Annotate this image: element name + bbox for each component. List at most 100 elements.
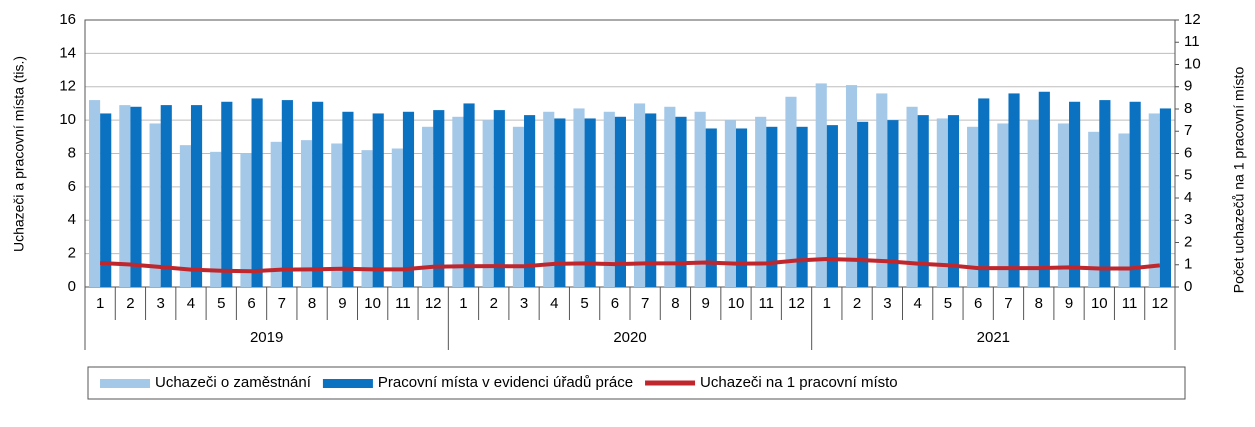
y-tick-label: 6: [68, 178, 76, 195]
y2-tick-label: 0: [1184, 278, 1192, 295]
y2-tick-label: 11: [1184, 33, 1200, 50]
bar: [1008, 93, 1020, 287]
bar: [887, 120, 899, 287]
bar: [512, 126, 525, 287]
x-tick-label: 4: [913, 295, 921, 312]
bar: [493, 110, 505, 287]
y-tick-label: 10: [59, 111, 76, 128]
bar: [270, 141, 282, 287]
bar: [1118, 133, 1130, 287]
y2-tick-label: 1: [1184, 256, 1192, 273]
bar: [997, 123, 1009, 288]
line: [100, 256, 1161, 274]
y2-tick-label: 6: [1184, 144, 1192, 161]
bar: [89, 100, 101, 287]
x-tick-label: 4: [187, 295, 195, 312]
x-tick-label: 6: [247, 295, 255, 312]
x-tick-label: 6: [611, 295, 619, 312]
y-tick-label: 8: [68, 144, 76, 161]
bar: [573, 108, 585, 287]
bar: [391, 148, 403, 287]
x-tick-label: 6: [974, 295, 982, 312]
bar: [1129, 101, 1141, 287]
bar: [826, 125, 838, 287]
x-tick-label: 4: [550, 295, 558, 312]
bar: [796, 126, 808, 287]
bar: [815, 83, 827, 287]
bar: [463, 103, 475, 287]
x-tick-label: 5: [217, 295, 225, 312]
bar: [705, 128, 717, 287]
bar: [402, 111, 415, 287]
x-tick-label: 12: [1152, 295, 1169, 312]
bar: [1088, 131, 1100, 287]
y2-axis-label: Počet uchazečů na 1 pracovní místo: [1231, 67, 1247, 294]
bar: [1159, 108, 1171, 287]
bar: [876, 93, 888, 287]
x-group-label: 2019: [250, 329, 283, 346]
x-tick-label: 12: [788, 295, 805, 312]
bar: [221, 101, 233, 287]
bar: [1148, 113, 1160, 287]
x-tick-label: 2: [853, 295, 861, 312]
x-tick-label: 11: [758, 295, 774, 312]
bar: [755, 116, 767, 287]
x-tick-label: 2: [490, 295, 498, 312]
y2-tick-label: 4: [1184, 189, 1192, 206]
bar: [584, 118, 596, 287]
legend-box: [87, 366, 1186, 400]
bar: [281, 100, 293, 287]
x-tick-label: 10: [1091, 295, 1108, 312]
bar: [300, 140, 313, 287]
bar: [724, 120, 736, 287]
x-tick-label: 5: [580, 295, 588, 312]
bar: [936, 118, 948, 287]
bar: [785, 96, 797, 287]
bar: [524, 115, 536, 288]
x-tick-label: 3: [520, 295, 528, 312]
y2-tick-label: 5: [1184, 167, 1192, 184]
legend-label: Uchazeči na 1 pracovní místo: [700, 374, 898, 391]
x-tick-label: 1: [96, 295, 104, 312]
y-tick-label: 12: [59, 78, 76, 95]
bar: [422, 126, 434, 287]
x-tick-label: 10: [728, 295, 745, 312]
x-tick-label: 8: [1035, 295, 1043, 312]
bar: [210, 151, 222, 287]
x-tick-label: 7: [641, 295, 649, 312]
bar: [603, 111, 615, 287]
x-tick-label: 7: [1004, 295, 1012, 312]
x-group-label: 2021: [977, 329, 1010, 346]
x-tick-label: 3: [883, 295, 891, 312]
bar: [160, 105, 172, 287]
bar: [433, 110, 445, 287]
bar: [554, 118, 566, 287]
bar: [179, 145, 191, 287]
bar: [331, 143, 343, 287]
y2-tick-label: 9: [1184, 78, 1192, 95]
x-tick-label: 9: [702, 295, 710, 312]
bar: [967, 126, 979, 287]
y2-tick-label: 7: [1184, 122, 1192, 139]
legend-label: Uchazeči o zaměstnání: [155, 374, 312, 391]
bar: [119, 105, 131, 287]
y2-tick-label: 12: [1184, 11, 1201, 28]
bar: [342, 111, 354, 287]
x-tick-label: 1: [459, 295, 467, 312]
bar: [1069, 101, 1081, 287]
bar: [1027, 120, 1039, 287]
legend-label: Pracovní místa v evidenci úřadů práce: [378, 374, 633, 391]
y2-tick-label: 8: [1184, 100, 1192, 117]
legend-swatch: [100, 379, 150, 388]
legend-swatch: [322, 379, 373, 388]
bar: [645, 113, 657, 287]
x-tick-label: 7: [278, 295, 286, 312]
bar: [766, 126, 778, 287]
y-tick-label: 16: [59, 11, 76, 28]
bar: [857, 121, 869, 287]
x-tick-label: 2: [126, 295, 134, 312]
bar: [130, 106, 142, 288]
x-tick-label: 10: [364, 295, 381, 312]
bar: [452, 116, 464, 287]
